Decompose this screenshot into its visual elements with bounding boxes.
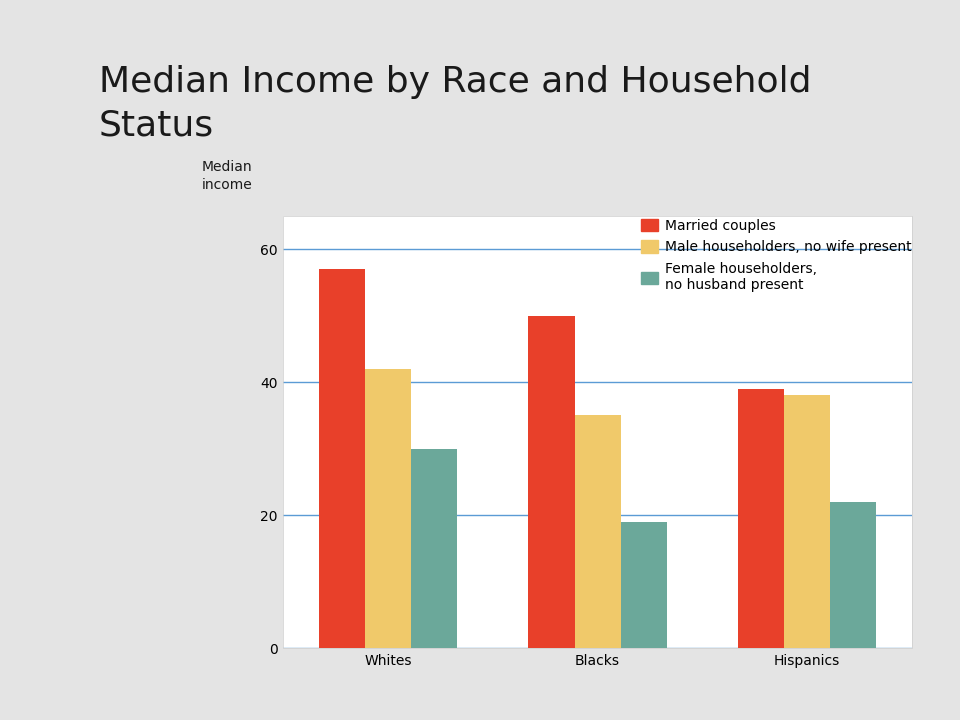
Bar (738, 389, 784, 648)
Bar (365, 369, 411, 648)
Bar (528, 315, 574, 648)
Bar (283, 216, 912, 648)
Bar (411, 449, 457, 648)
Bar (784, 395, 830, 648)
Bar (621, 522, 667, 648)
Text: Median Income by Race and Household
Status: Median Income by Race and Household Stat… (99, 65, 811, 143)
Bar (830, 502, 876, 648)
Legend: Married couples, Male householders, no wife present, Female householders,
no hus: Married couples, Male householders, no w… (641, 219, 911, 292)
Text: Median
income: Median income (202, 160, 252, 192)
Bar (574, 415, 621, 648)
Bar (319, 269, 365, 648)
